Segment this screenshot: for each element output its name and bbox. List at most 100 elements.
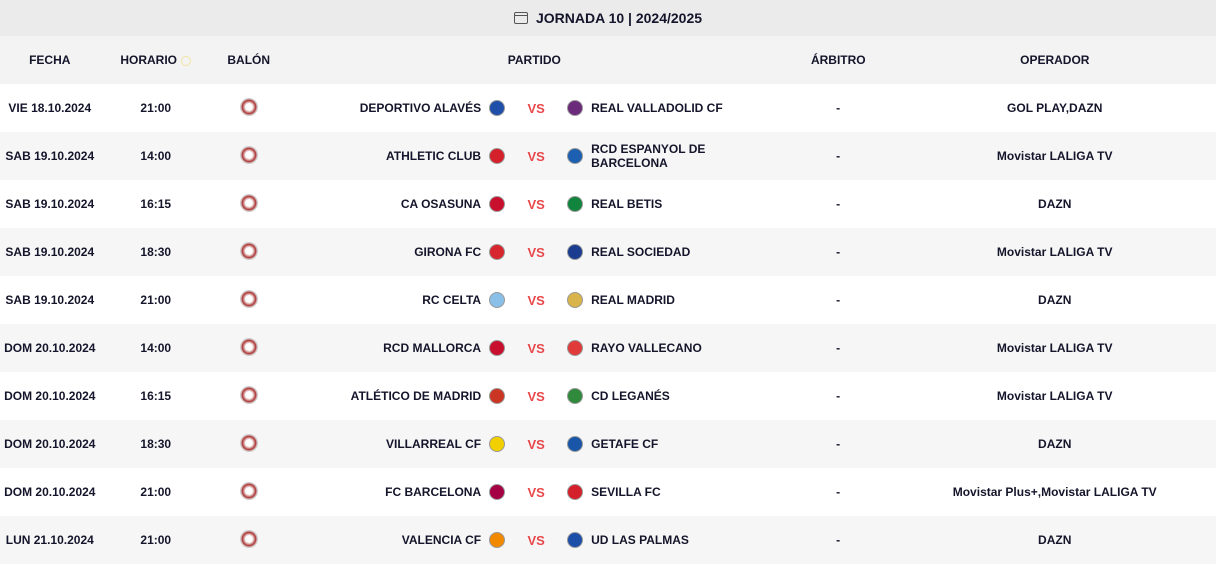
vs-cell: VS xyxy=(481,100,591,116)
vs-label: VS xyxy=(527,340,545,356)
vs-label: VS xyxy=(527,484,545,500)
header-fecha: FECHA xyxy=(29,53,71,67)
broadcaster: DAZN xyxy=(1038,293,1072,307)
away-team[interactable]: UD LAS PALMAS xyxy=(591,533,689,547)
broadcaster: Movistar LALIGA TV xyxy=(996,245,1113,259)
away-team[interactable]: GETAFE CF xyxy=(591,437,659,451)
broadcaster: GOL PLAY,DAZN xyxy=(1007,101,1103,115)
match-row[interactable]: DOM 20.10.2024 14:00 RCD MALLORCA VS RAY… xyxy=(0,324,1216,372)
ball-icon xyxy=(239,529,258,548)
vs-label: VS xyxy=(527,292,545,308)
ball-icon xyxy=(239,337,258,356)
match-row[interactable]: LUN 21.10.2024 21:00 VALENCIA CF VS UD L… xyxy=(0,516,1216,564)
away-team[interactable]: CD LEGANÉS xyxy=(591,389,670,403)
home-team[interactable]: DEPORTIVO ALAVÉS xyxy=(359,101,482,115)
match-time: 21:00 xyxy=(140,533,172,547)
away-crest-icon xyxy=(567,532,584,548)
match-row[interactable]: SAB 19.10.2024 18:30 GIRONA FC VS REAL S… xyxy=(0,228,1216,276)
away-team[interactable]: RCD ESPANYOL DE BARCELONA xyxy=(591,142,706,170)
vs-cell: VS xyxy=(481,292,591,308)
away-crest-icon xyxy=(567,436,584,452)
home-crest-icon xyxy=(489,148,506,164)
match-date: DOM 20.10.2024 xyxy=(4,341,96,355)
home-crest-icon xyxy=(489,532,506,548)
home-crest-icon xyxy=(489,244,506,260)
header-partido: PARTIDO xyxy=(507,53,561,67)
match-row[interactable]: DOM 20.10.2024 21:00 FC BARCELONA VS SEV… xyxy=(0,468,1216,516)
match-date: VIE 18.10.2024 xyxy=(8,101,92,115)
balon-cell xyxy=(212,289,286,311)
away-team[interactable]: REAL VALLADOLID CF xyxy=(591,101,723,115)
away-crest-icon xyxy=(567,292,584,308)
match-row[interactable]: DOM 20.10.2024 18:30 VILLARREAL CF VS GE… xyxy=(0,420,1216,468)
header-operador: OPERADOR xyxy=(1020,53,1090,67)
referee: - xyxy=(836,245,841,259)
match-date: SAB 19.10.2024 xyxy=(5,293,95,307)
home-team[interactable]: FC BARCELONA xyxy=(385,485,482,499)
match-row[interactable]: SAB 19.10.2024 16:15 CA OSASUNA VS REAL … xyxy=(0,180,1216,228)
broadcaster: Movistar LALIGA TV xyxy=(996,341,1113,355)
help-icon[interactable] xyxy=(181,55,192,66)
broadcaster: DAZN xyxy=(1038,197,1072,211)
match-row[interactable]: DOM 20.10.2024 16:15 ATLÉTICO DE MADRID … xyxy=(0,372,1216,420)
ball-icon xyxy=(239,145,258,164)
ball-icon xyxy=(239,481,258,500)
match-row[interactable]: SAB 19.10.2024 21:00 RC CELTA VS REAL MA… xyxy=(0,276,1216,324)
header-arbitro: ÁRBITRO xyxy=(810,53,866,67)
balon-cell xyxy=(212,529,286,551)
match-time: 14:00 xyxy=(140,149,172,163)
vs-label: VS xyxy=(527,148,545,164)
away-crest-icon xyxy=(567,244,584,260)
referee: - xyxy=(836,197,841,211)
vs-cell: VS xyxy=(481,196,591,212)
home-team[interactable]: CA OSASUNA xyxy=(400,197,482,211)
match-row[interactable]: SAB 19.10.2024 14:00 ATHLETIC CLUB VS RC… xyxy=(0,132,1216,180)
home-team[interactable]: ATLÉTICO DE MADRID xyxy=(350,389,482,403)
match-row[interactable]: VIE 18.10.2024 21:00 DEPORTIVO ALAVÉS VS… xyxy=(0,84,1216,132)
ball-icon xyxy=(239,193,258,212)
ball-icon xyxy=(239,289,258,308)
away-crest-icon xyxy=(567,100,584,116)
calendar-icon xyxy=(513,12,528,24)
table-header: FECHA HORARIO BALÓN PARTIDO ÁRBITRO OPER… xyxy=(0,36,1216,84)
home-team[interactable]: RCD MALLORCA xyxy=(383,341,482,355)
home-team[interactable]: VALENCIA CF xyxy=(401,533,482,547)
away-team[interactable]: REAL SOCIEDAD xyxy=(591,245,691,259)
balon-cell xyxy=(212,97,286,119)
away-crest-icon xyxy=(567,484,584,500)
home-team[interactable]: RC CELTA xyxy=(422,293,482,307)
away-team[interactable]: RAYO VALLECANO xyxy=(591,341,702,355)
match-time: 14:00 xyxy=(140,341,172,355)
home-team[interactable]: GIRONA FC xyxy=(414,245,482,259)
round-title-bar: JORNADA 10 | 2024/2025 xyxy=(0,0,1216,36)
away-team[interactable]: REAL BETIS xyxy=(591,197,663,211)
home-crest-icon xyxy=(489,484,506,500)
match-time: 18:30 xyxy=(140,245,172,259)
broadcaster: Movistar LALIGA TV xyxy=(996,389,1113,403)
vs-label: VS xyxy=(527,532,545,548)
broadcaster: DAZN xyxy=(1038,533,1072,547)
balon-cell xyxy=(212,385,286,407)
vs-cell: VS xyxy=(481,244,591,260)
vs-cell: VS xyxy=(481,484,591,500)
away-team[interactable]: REAL MADRID xyxy=(591,293,675,307)
home-team[interactable]: VILLARREAL CF xyxy=(386,437,482,451)
match-date: SAB 19.10.2024 xyxy=(5,245,95,259)
home-crest-icon xyxy=(489,292,506,308)
match-time: 16:15 xyxy=(140,389,172,403)
vs-label: VS xyxy=(527,436,545,452)
balon-cell xyxy=(212,433,286,455)
away-crest-icon xyxy=(567,148,584,164)
ball-icon xyxy=(239,97,258,116)
match-list: VIE 18.10.2024 21:00 DEPORTIVO ALAVÉS VS… xyxy=(0,84,1216,564)
home-crest-icon xyxy=(489,196,506,212)
ball-icon xyxy=(239,241,258,260)
header-balon: BALÓN xyxy=(227,53,271,67)
home-team[interactable]: ATHLETIC CLUB xyxy=(386,149,482,163)
vs-cell: VS xyxy=(481,436,591,452)
referee: - xyxy=(836,149,841,163)
match-date: SAB 19.10.2024 xyxy=(5,197,95,211)
match-date: DOM 20.10.2024 xyxy=(4,389,96,403)
away-team[interactable]: SEVILLA FC xyxy=(591,485,661,499)
balon-cell xyxy=(212,481,286,503)
